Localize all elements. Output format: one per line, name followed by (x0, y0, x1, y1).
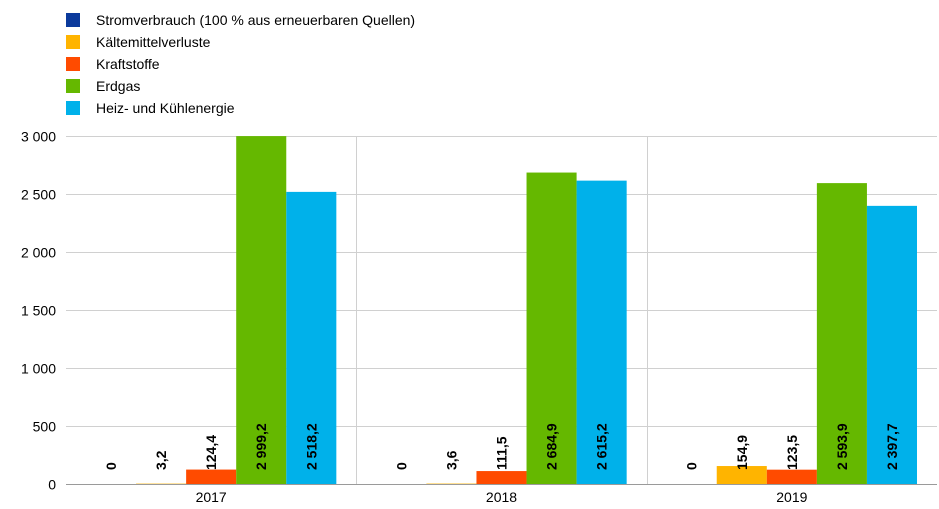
legend-item: Erdgas (66, 75, 415, 97)
legend-item: Stromverbrauch (100 % aus erneuerbaren Q… (66, 9, 415, 31)
legend-item: Heiz- und Kühlenergie (66, 97, 415, 119)
data-label: 0 (684, 462, 700, 470)
x-tick-label: 2019 (776, 489, 807, 505)
legend-label: Erdgas (96, 78, 141, 94)
y-tick-label: 500 (33, 419, 57, 435)
data-label: 2 684,9 (544, 423, 560, 470)
y-tick-label: 3 000 (21, 129, 56, 145)
bar (186, 469, 237, 484)
bar (236, 136, 287, 484)
data-label: 0 (103, 462, 119, 470)
data-label: 2 999,2 (253, 423, 269, 470)
data-label: 111,5 (494, 436, 510, 470)
x-tick-label: 2017 (196, 489, 227, 505)
legend: Stromverbrauch (100 % aus erneuerbaren Q… (66, 9, 415, 119)
bar (766, 469, 817, 484)
data-label: 124,4 (203, 435, 219, 470)
data-label: 3,6 (443, 450, 459, 470)
bar (816, 183, 867, 484)
legend-label: Heiz- und Kühlenergie (96, 100, 235, 116)
legend-label: Kältemittelverluste (96, 34, 211, 50)
data-label: 154,9 (734, 435, 750, 470)
legend-swatch (66, 57, 80, 71)
y-tick-label: 1 000 (21, 361, 56, 377)
legend-label: Kraftstoffe (96, 56, 160, 72)
data-label: 3,2 (153, 450, 169, 470)
data-label: 2 518,2 (303, 423, 319, 470)
legend-item: Kraftstoffe (66, 53, 415, 75)
legend-swatch (66, 79, 80, 93)
bar (866, 205, 917, 484)
y-tick-label: 1 500 (21, 303, 56, 319)
data-label: 2 397,7 (884, 423, 900, 470)
legend-label: Stromverbrauch (100 % aus erneuerbaren Q… (96, 12, 416, 28)
legend-item: Kältemittelverluste (66, 31, 415, 53)
bar (476, 471, 527, 484)
legend-swatch (66, 13, 80, 27)
legend-swatch (66, 101, 80, 115)
y-tick-label: 0 (48, 477, 56, 493)
x-tick-label: 2018 (486, 489, 517, 505)
legend-swatch (66, 35, 80, 49)
data-label: 123,5 (784, 435, 800, 470)
bar (286, 191, 337, 484)
bar (576, 180, 627, 485)
data-label: 2 593,9 (834, 423, 850, 470)
data-label: 2 615,2 (594, 423, 610, 470)
bar (716, 466, 767, 484)
y-tick-label: 2 000 (21, 245, 56, 261)
data-label: 0 (393, 462, 409, 470)
y-tick-label: 2 500 (21, 187, 56, 203)
bar (526, 172, 577, 484)
